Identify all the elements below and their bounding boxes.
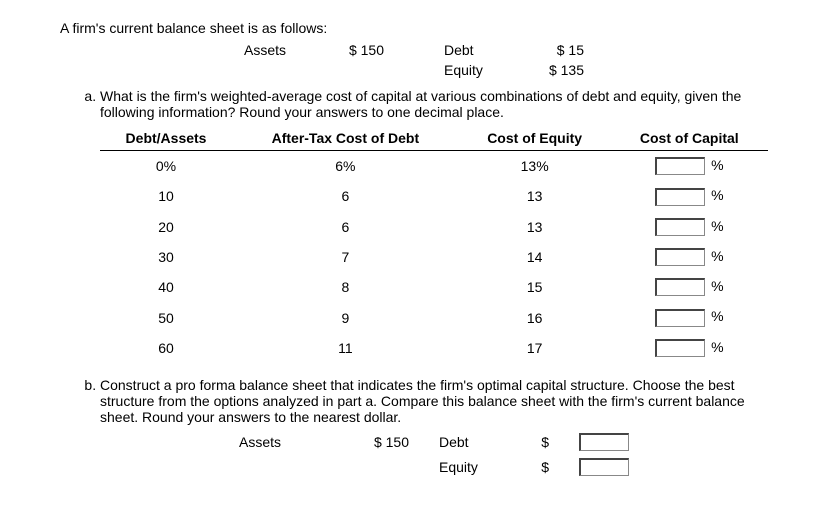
intro-text: A firm's current balance sheet is as fol… (60, 20, 768, 36)
b-dollar-2: $ (529, 459, 549, 475)
cell-cost-equity: 13% (459, 151, 611, 182)
col-debt-assets: Debt/Assets (100, 126, 232, 151)
cell-cost-equity: 17 (459, 333, 611, 363)
cost-capital-input[interactable] (655, 278, 705, 296)
b-assets-value: $ 150 (349, 434, 409, 450)
assets-value: $ 150 (324, 42, 384, 58)
cell-debt-assets: 40 (100, 272, 232, 302)
b-equity-label: Equity (439, 459, 499, 475)
cell-debt-assets: 10 (100, 181, 232, 211)
debt-value: $ 15 (524, 42, 584, 58)
table-row: 30714% (100, 242, 768, 272)
cell-cost-capital: % (611, 272, 768, 302)
b-assets-label: Assets (239, 434, 319, 450)
b-dollar-1: $ (529, 434, 549, 450)
cell-cost-equity: 15 (459, 272, 611, 302)
cell-cost-equity: 13 (459, 212, 611, 242)
equity-label: Equity (444, 62, 504, 78)
part-b: Construct a pro forma balance sheet that… (100, 377, 768, 476)
col-after-tax-debt: After-Tax Cost of Debt (232, 126, 459, 151)
cell-after-tax-debt: 6 (232, 181, 459, 211)
cell-after-tax-debt: 11 (232, 333, 459, 363)
equity-value: $ 135 (524, 62, 584, 78)
cell-debt-assets: 30 (100, 242, 232, 272)
cell-after-tax-debt: 6 (232, 212, 459, 242)
table-row: 50916% (100, 302, 768, 332)
percent-sign: % (711, 248, 723, 264)
cell-cost-capital: % (611, 181, 768, 211)
cell-debt-assets: 20 (100, 212, 232, 242)
percent-sign: % (711, 278, 723, 294)
table-row: 40815% (100, 272, 768, 302)
cell-cost-capital: % (611, 302, 768, 332)
cost-capital-input[interactable] (655, 248, 705, 266)
table-row: 20613% (100, 212, 768, 242)
cell-debt-assets: 50 (100, 302, 232, 332)
part-b-balance-sheet: Assets $ 150 Debt $ Equity $ (100, 433, 768, 476)
b-debt-label: Debt (439, 434, 499, 450)
table-row: 0%6%13%% (100, 151, 768, 182)
col-cost-capital: Cost of Capital (611, 126, 768, 151)
current-balance-sheet: Assets $ 150 Debt $ 15 Equity $ 135 (60, 42, 768, 78)
cell-debt-assets: 60 (100, 333, 232, 363)
percent-sign: % (711, 187, 723, 203)
equity-input[interactable] (579, 458, 629, 476)
cell-after-tax-debt: 9 (232, 302, 459, 332)
cost-capital-input[interactable] (655, 188, 705, 206)
part-a: What is the firm's weighted-average cost… (100, 88, 768, 363)
table-row: 601117% (100, 333, 768, 363)
percent-sign: % (711, 157, 723, 173)
cost-capital-input[interactable] (655, 339, 705, 357)
debt-label: Debt (444, 42, 504, 58)
cell-cost-capital: % (611, 212, 768, 242)
cost-capital-input[interactable] (655, 218, 705, 236)
debt-input[interactable] (579, 433, 629, 451)
cell-after-tax-debt: 8 (232, 272, 459, 302)
cell-debt-assets: 0% (100, 151, 232, 182)
cell-cost-capital: % (611, 333, 768, 363)
table-row: 10613% (100, 181, 768, 211)
cell-after-tax-debt: 6% (232, 151, 459, 182)
cell-cost-equity: 14 (459, 242, 611, 272)
part-a-text: What is the firm's weighted-average cost… (100, 88, 741, 120)
cell-cost-capital: % (611, 242, 768, 272)
wacc-table: Debt/Assets After-Tax Cost of Debt Cost … (100, 126, 768, 363)
part-b-text: Construct a pro forma balance sheet that… (100, 377, 745, 425)
cell-cost-equity: 16 (459, 302, 611, 332)
cost-capital-input[interactable] (655, 157, 705, 175)
percent-sign: % (711, 339, 723, 355)
cost-capital-input[interactable] (655, 309, 705, 327)
cell-after-tax-debt: 7 (232, 242, 459, 272)
assets-label: Assets (244, 42, 304, 58)
cell-cost-capital: % (611, 151, 768, 182)
col-cost-equity: Cost of Equity (459, 126, 611, 151)
percent-sign: % (711, 218, 723, 234)
cell-cost-equity: 13 (459, 181, 611, 211)
percent-sign: % (711, 308, 723, 324)
